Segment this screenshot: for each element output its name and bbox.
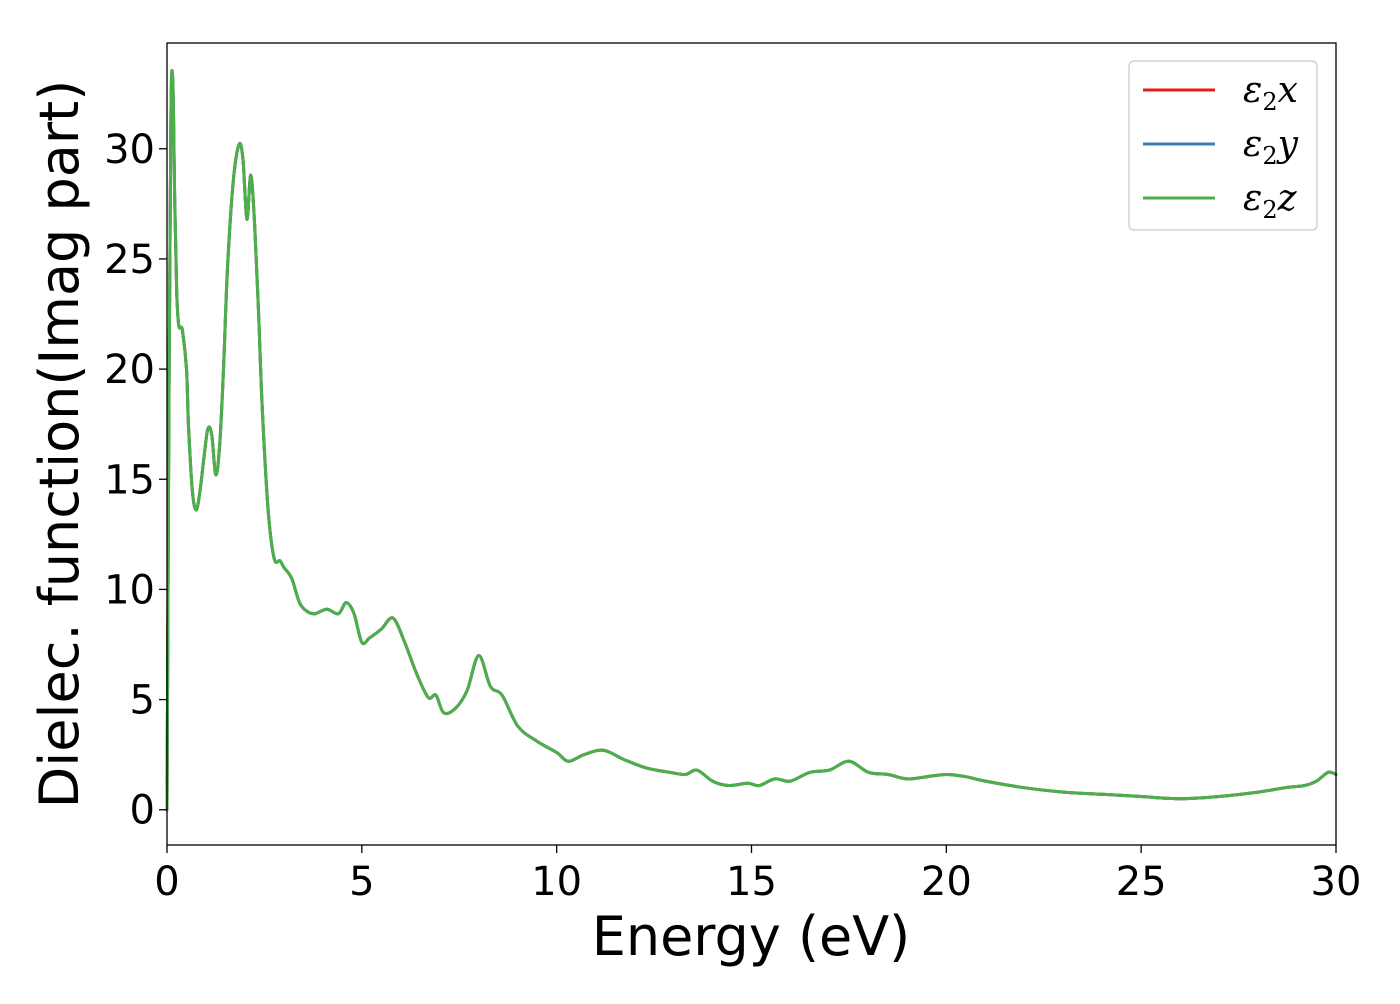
legend-label: ε2x — [1243, 70, 1298, 116]
x-tick-label: 5 — [349, 859, 374, 905]
y-tick-label: 5 — [130, 678, 155, 724]
y-tick-label: 20 — [104, 347, 155, 393]
legend-label: ε2z — [1243, 178, 1298, 224]
series-layer — [165, 69, 1338, 812]
x-tick-label: 0 — [154, 859, 179, 905]
x-axis-label: Energy (eV) — [592, 905, 911, 968]
x-axis-ticks: 0 5 10 15 20 25 30 — [154, 845, 1361, 905]
legend-box — [1128, 60, 1318, 231]
y-tick-label: 10 — [104, 567, 155, 613]
x-tick-label: 30 — [1311, 859, 1362, 905]
y-tick-label: 0 — [130, 788, 155, 834]
y-tick-label: 15 — [104, 457, 155, 503]
legend-label: ε2y — [1243, 124, 1299, 170]
y-axis-label: Dielec. function(Imag part) — [28, 80, 91, 809]
x-tick-label: 15 — [726, 859, 777, 905]
y-axis-ticks: 0 5 10 15 20 25 30 — [104, 127, 167, 834]
legend: ε2x ε2y ε2z — [1128, 60, 1318, 231]
x-tick-label: 20 — [921, 859, 972, 905]
series-line-3 — [165, 69, 1338, 812]
y-tick-label: 25 — [104, 237, 155, 283]
x-tick-label: 10 — [531, 859, 582, 905]
y-tick-label: 30 — [104, 127, 155, 173]
x-tick-label: 25 — [1116, 859, 1167, 905]
